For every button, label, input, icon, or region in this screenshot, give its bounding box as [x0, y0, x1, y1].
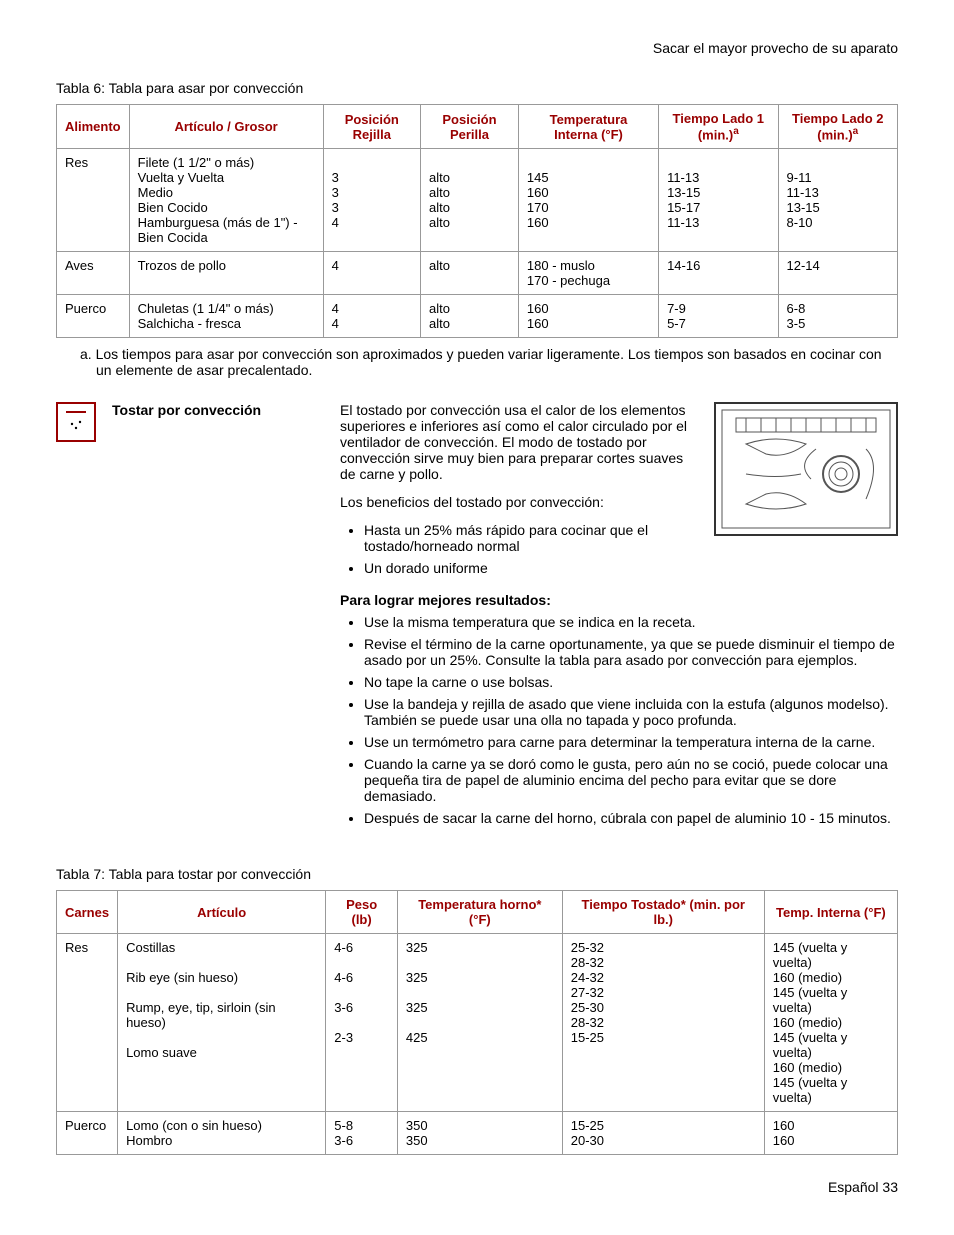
table-row: ResCostillas Rib eye (sin hueso) Rump, e…	[57, 934, 898, 1112]
section-right: El tostado por convección usa el calor d…	[340, 402, 898, 842]
table-cell: 15-25 20-30	[562, 1112, 764, 1155]
table7: Carnes Artículo Peso (lb) Temperatura ho…	[56, 890, 898, 1155]
table-cell: Aves	[57, 252, 130, 295]
table-cell: 145 (vuelta y vuelta) 160 (medio) 145 (v…	[764, 934, 897, 1112]
table-cell: Costillas Rib eye (sin hueso) Rump, eye,…	[118, 934, 326, 1112]
table-row: PuercoChuletas (1 1/4" o más) Salchicha …	[57, 295, 898, 338]
th-knob: Posición Perilla	[421, 105, 519, 149]
page-header: Sacar el mayor provecho de su aparato	[56, 40, 898, 56]
table-cell: alto	[421, 252, 519, 295]
tips-subheading: Para lograr mejores resultados:	[340, 592, 898, 608]
th-time: Tiempo Tostado* (min. por lb.)	[562, 891, 764, 934]
table-cell: 4 4	[323, 295, 420, 338]
table-cell: 160 160	[518, 295, 658, 338]
table-cell: 4	[323, 252, 420, 295]
table6-title: Tabla 6: Tabla para asar por convección	[56, 80, 898, 96]
table-cell: 180 - muslo 170 - pechuga	[518, 252, 658, 295]
table-cell: 160 160	[764, 1112, 897, 1155]
table-cell: 5-8 3-6	[326, 1112, 398, 1155]
table6-footnote: a. Los tiempos para asar por convección …	[80, 346, 898, 378]
list-item: Después de sacar la carne del horno, cúb…	[364, 810, 898, 826]
table-cell: 11-13 13-15 15-17 11-13	[659, 149, 778, 252]
table-cell: 145 160 170 160	[518, 149, 658, 252]
table-cell: 14-16	[659, 252, 778, 295]
tips-list: Use la misma temperatura que se indica e…	[340, 614, 898, 826]
table-cell: 9-11 11-13 13-15 8-10	[778, 149, 897, 252]
table-cell: Puerco	[57, 295, 130, 338]
table-cell: Trozos de pollo	[129, 252, 323, 295]
th-food: Alimento	[57, 105, 130, 149]
table6: Alimento Artículo / Grosor Posición Reji…	[56, 104, 898, 338]
table-cell: 12-14	[778, 252, 897, 295]
list-item: No tape la carne o use bolsas.	[364, 674, 898, 690]
table-cell: Lomo (con o sin hueso) Hombro	[118, 1112, 326, 1155]
oven-airflow-illustration	[714, 402, 898, 536]
section-left: Tostar por convección	[56, 402, 316, 842]
section-heading: Tostar por convección	[112, 402, 261, 418]
table-cell: Res	[57, 934, 118, 1112]
table-cell: Res	[57, 149, 130, 252]
list-item: Revise el término de la carne oportuname…	[364, 636, 898, 668]
th-meat: Carnes	[57, 891, 118, 934]
table-cell: Chuletas (1 1/4" o más) Salchicha - fres…	[129, 295, 323, 338]
table-cell: alto alto alto alto	[421, 149, 519, 252]
th-rack: Posición Rejilla	[323, 105, 420, 149]
th-internal: Temp. Interna (°F)	[764, 891, 897, 934]
table-cell: 7-9 5-7	[659, 295, 778, 338]
table-cell: 3 3 3 4	[323, 149, 420, 252]
convection-roast-icon	[56, 402, 96, 442]
th-t2: Tiempo Lado 2 (min.)a	[778, 105, 897, 149]
list-item: Use la misma temperatura que se indica e…	[364, 614, 898, 630]
table-cell: 25-32 28-32 24-32 27-32 25-30 28-32 15-2…	[562, 934, 764, 1112]
table-row: PuercoLomo (con o sin hueso) Hombro5-8 3…	[57, 1112, 898, 1155]
th-t1: Tiempo Lado 1 (min.)a	[659, 105, 778, 149]
th-oven: Temperatura horno* (°F)	[397, 891, 562, 934]
table-cell: 350 350	[397, 1112, 562, 1155]
table-row: AvesTrozos de pollo4alto180 - muslo 170 …	[57, 252, 898, 295]
list-item: Use la bandeja y rejilla de asado que vi…	[364, 696, 898, 728]
table-cell: 325 325 325 425	[397, 934, 562, 1112]
table-cell: alto alto	[421, 295, 519, 338]
th-weight: Peso (lb)	[326, 891, 398, 934]
table-cell: Filete (1 1/2" o más) Vuelta y Vuelta Me…	[129, 149, 323, 252]
list-item: Un dorado uniforme	[364, 560, 898, 576]
table-cell: Puerco	[57, 1112, 118, 1155]
table-cell: 4-6 4-6 3-6 2-3	[326, 934, 398, 1112]
th-item: Artículo / Grosor	[129, 105, 323, 149]
list-item: Cuando la carne ya se doró como le gusta…	[364, 756, 898, 804]
page-footer: Español 33	[56, 1179, 898, 1195]
list-item: Use un termómetro para carne para determ…	[364, 734, 898, 750]
convection-section: Tostar por convección El tostad	[56, 402, 898, 842]
th-temp: Temperatura Interna (°F)	[518, 105, 658, 149]
table-row: ResFilete (1 1/2" o más) Vuelta y Vuelta…	[57, 149, 898, 252]
table-cell: 6-8 3-5	[778, 295, 897, 338]
th-item7: Artículo	[118, 891, 326, 934]
table7-title: Tabla 7: Tabla para tostar por convecció…	[56, 866, 898, 882]
